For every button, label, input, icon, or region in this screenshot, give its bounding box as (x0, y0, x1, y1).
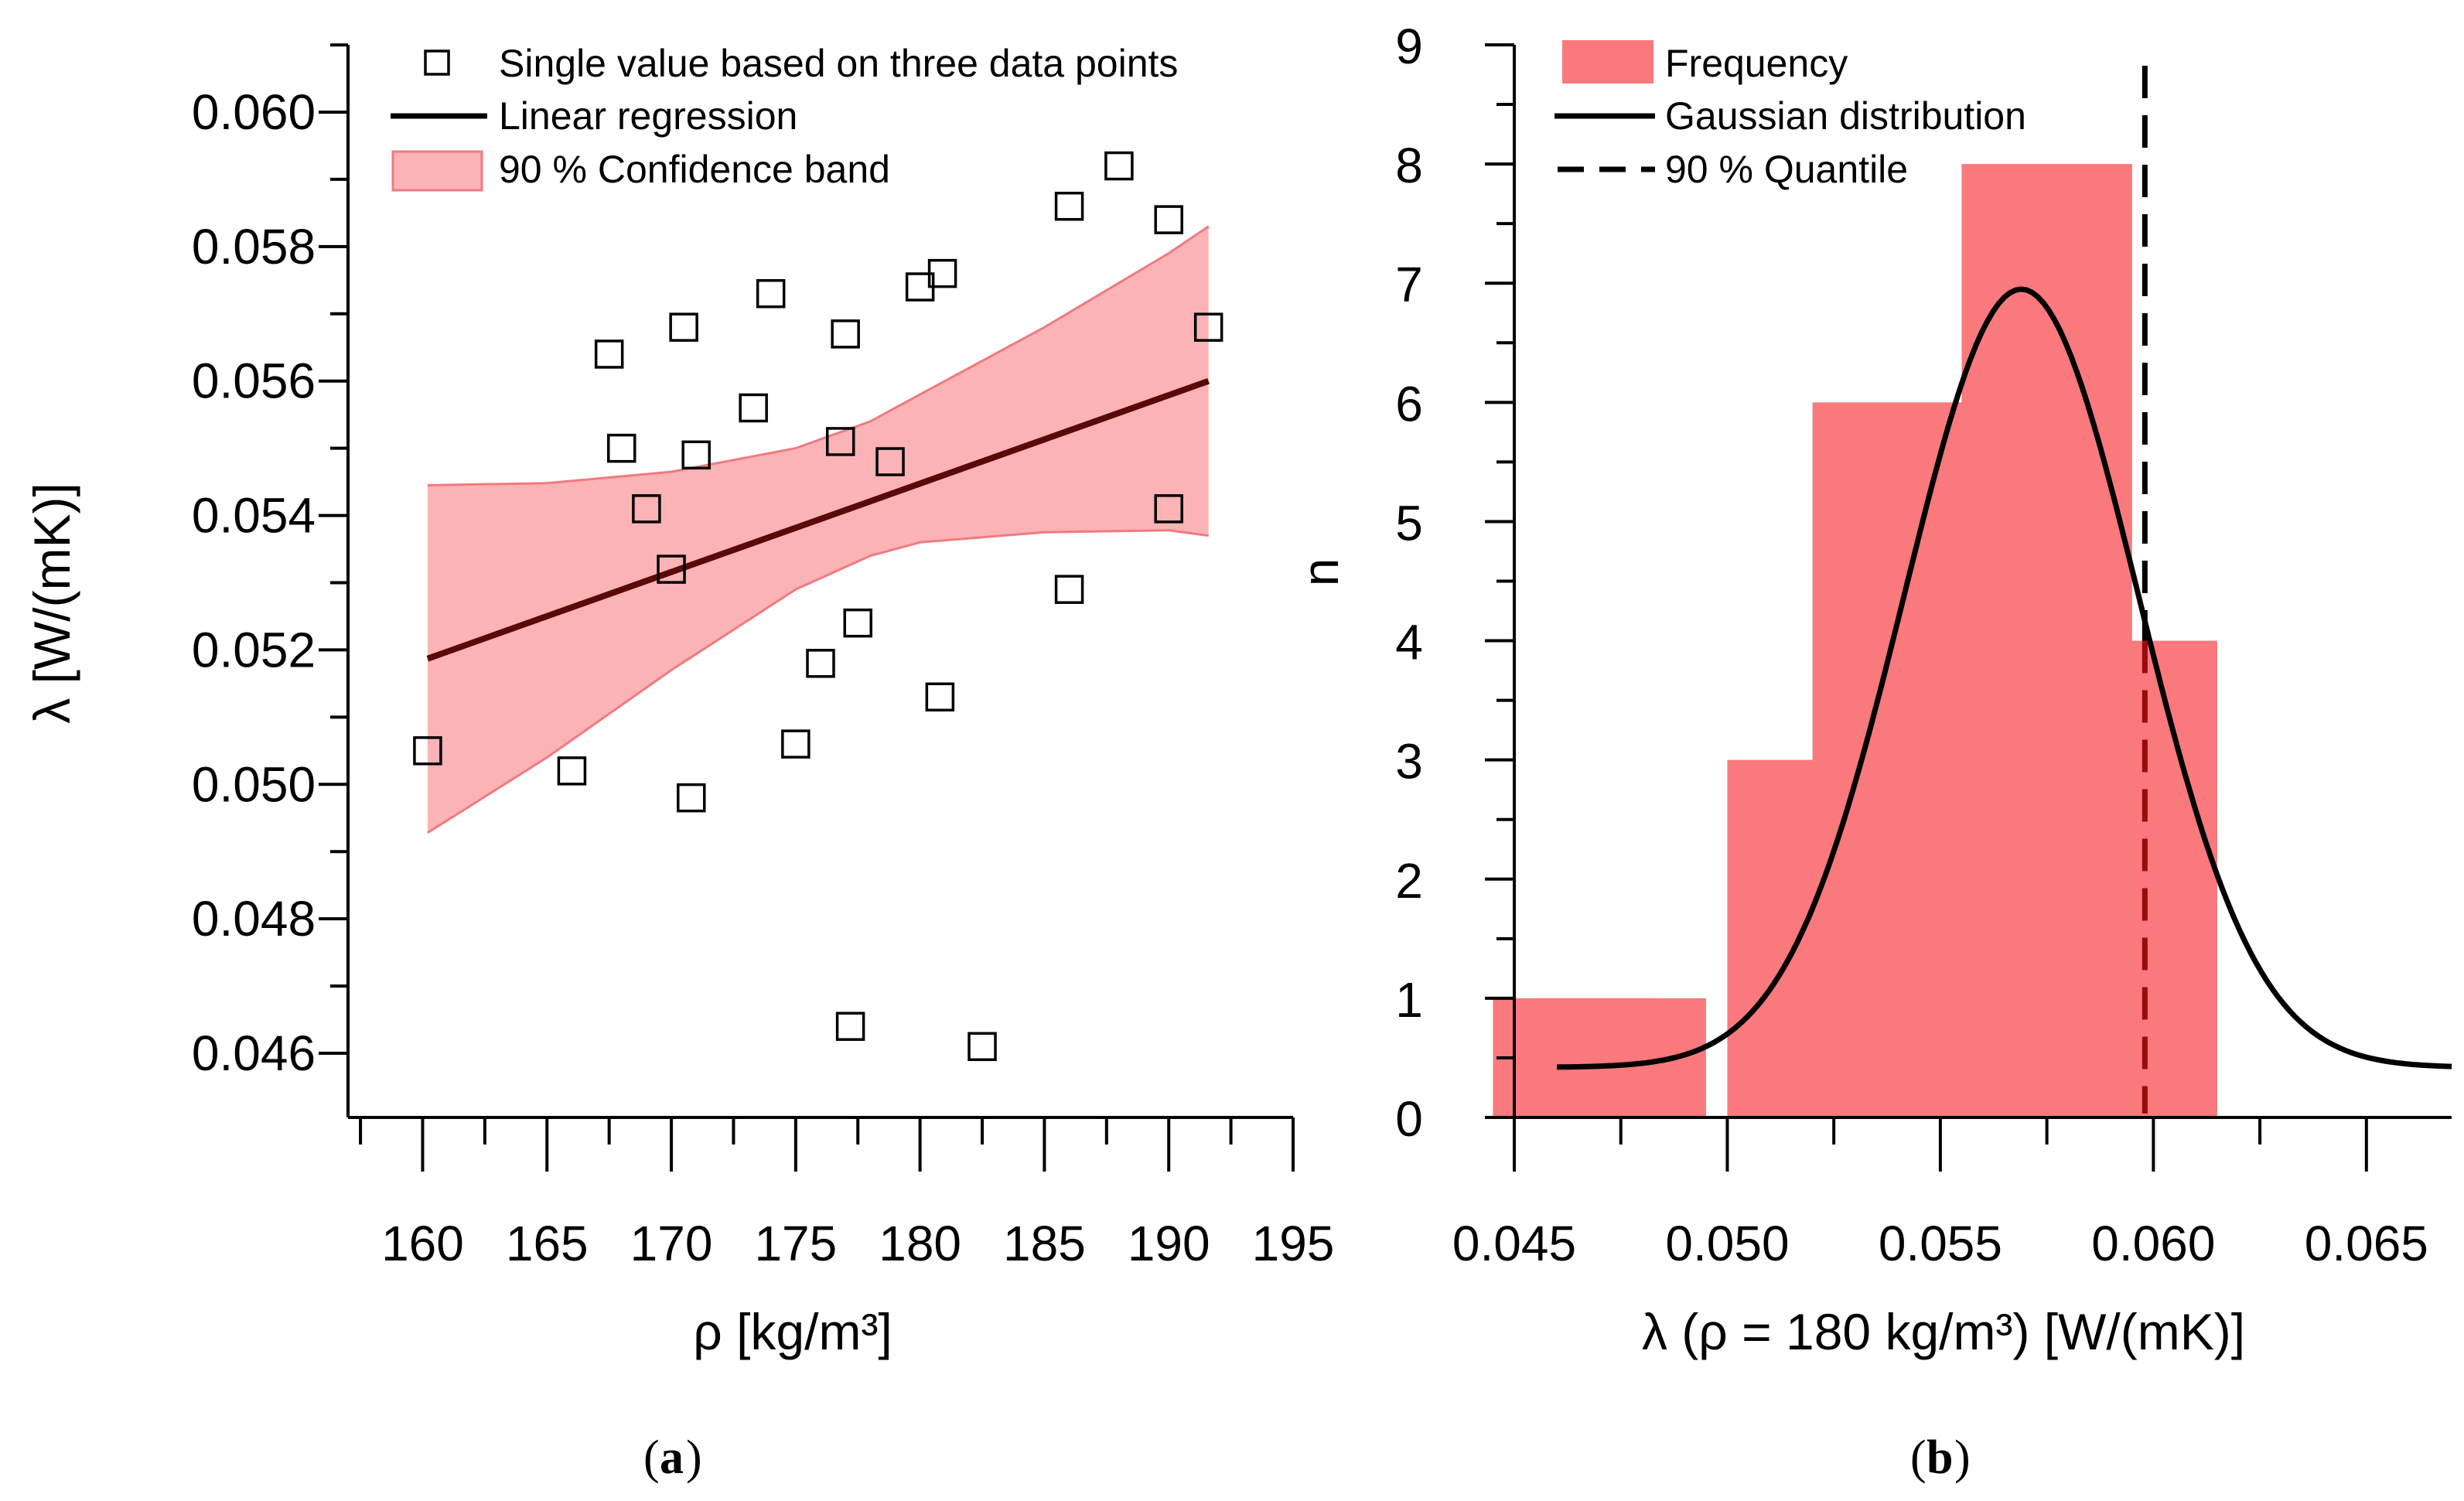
panel-b-y-tick-label: 8 (1395, 138, 1423, 193)
panel-a-x-tick-label: 175 (754, 1216, 837, 1271)
panel-b-y-tick-label: 0 (1395, 1091, 1423, 1147)
panel-a-x-tick-label: 190 (1128, 1216, 1210, 1271)
panel-b-legend: Frequency Gaussian distribution 90 % Qua… (1555, 40, 2026, 191)
scatter-point (606, 433, 636, 463)
panel-a-x-tick-label: 165 (506, 1216, 589, 1271)
panel-b-y-tick-label: 6 (1395, 376, 1423, 432)
scatter-point (557, 756, 587, 786)
panel-b-x-axis-title: λ (ρ = 180 kg/m³) [W/(mK)] (1642, 1303, 2245, 1360)
panel-b-x-tick-label: 0.050 (1665, 1216, 1789, 1271)
scatter-point (1154, 205, 1183, 234)
panel-a-x-tick-label: 160 (381, 1216, 464, 1271)
scatter-point (825, 427, 855, 456)
panel-b-y-tick-label: 4 (1395, 615, 1423, 670)
scatter-point (927, 258, 957, 288)
scatter-point (806, 649, 835, 678)
scatter-point (843, 608, 872, 638)
scatter-point (657, 554, 686, 584)
legend-scatter-marker (424, 49, 450, 76)
panel-a-x-tick-label: 195 (1252, 1216, 1335, 1271)
scatter-point (1104, 151, 1134, 181)
scatter-point (875, 447, 905, 476)
legend-frequency-swatch (1562, 40, 1653, 84)
panel-a-axes: 0.046 0.048 0.050 0.052 0.054 0.056 0.058 0.060… (192, 43, 1335, 1271)
scatter-point (781, 729, 811, 759)
scatter-point (739, 393, 768, 423)
confidence-band-area (427, 226, 1209, 833)
panel-a-label-letter: a (660, 1431, 684, 1484)
confidence-band-layer (427, 225, 1210, 834)
panel-a-caption: ( a ) (643, 1431, 702, 1484)
scatter-point (1154, 494, 1183, 524)
histogram-bars-layer (1493, 164, 2217, 1118)
scatter-point (681, 440, 711, 470)
panel-b-y-tick-label: 5 (1395, 495, 1423, 551)
panel-a-y-tick-label: 0.050 (192, 756, 316, 812)
panel-b-y-tick-label: 9 (1395, 19, 1423, 74)
panel-a-y-tick-label: 0.054 (192, 488, 316, 544)
panel-b-axis-titles: λ (ρ = 180 kg/m³) [W/(mK)] n (1292, 558, 2245, 1360)
panel-a-y-tick-label: 0.058 (192, 219, 316, 275)
panel-a-y-tick-label: 0.048 (192, 891, 316, 947)
scatter-point (831, 319, 860, 349)
panel-b-y-tick-label: 3 (1395, 734, 1423, 790)
confidence-band-upper-edge (427, 225, 1210, 486)
scatter-points-layer (413, 151, 1223, 1062)
scatter-point (1193, 312, 1223, 342)
panel-b-x-tick-label: 0.060 (2091, 1216, 2215, 1271)
panel-a-x-tick-label: 180 (879, 1216, 961, 1271)
panel-a-y-axis-title: λ [W/(mK)] (23, 483, 80, 724)
scatter-point (925, 682, 955, 712)
histogram-bar (2046, 640, 2217, 1117)
panel-a-regression-chart: 0.046 0.048 0.050 0.052 0.054 0.056 0.058 0.060… (23, 42, 1334, 1484)
panel-b-label-open-paren: ( (1910, 1431, 1926, 1484)
panel-b-y-tick-label: 2 (1395, 853, 1423, 909)
regression-line (426, 377, 1210, 662)
panel-a-label-open-paren: ( (643, 1431, 660, 1484)
scatter-point (756, 278, 786, 309)
panel-a-legend: Single value based on three data points … (391, 42, 1178, 192)
panel-b-axes: 0 1 2 3 4 5 6 7 8 9 0.045 0.050 0.055 0.060 0.065 (1395, 19, 2452, 1271)
legend-quantile-label: 90 % Quantile (1665, 148, 1908, 191)
panel-b-label-close-paren: ) (1954, 1431, 1971, 1484)
legend-band-label: 90 % Confidence band (499, 148, 890, 191)
panel-a-y-tick-label: 0.060 (192, 84, 316, 140)
confidence-band-lower-edge (427, 529, 1209, 834)
panel-b-y-tick-label: 1 (1395, 972, 1423, 1028)
regression-line-layer (426, 377, 1210, 662)
scatter-point (594, 339, 624, 369)
legend-regression-label: Linear regression (499, 94, 797, 138)
gaussian-curve-layer (1557, 286, 2452, 1070)
panel-b-caption: ( b ) (1910, 1431, 1971, 1484)
scatter-point (835, 1011, 865, 1041)
gaussian-curve (1557, 286, 2452, 1070)
legend-band-swatch (391, 150, 483, 192)
panel-a-x-tick-label: 170 (630, 1216, 713, 1271)
panel-b-x-tick-label: 0.045 (1452, 1216, 1576, 1271)
legend-scatter-label: Single value based on three data points (499, 42, 1178, 85)
panel-a-x-axis-title: ρ [kg/m³] (693, 1303, 892, 1360)
scatter-point (677, 783, 706, 813)
panel-a-y-tick-label: 0.046 (192, 1025, 316, 1081)
legend-gaussian-label: Gaussian distribution (1665, 94, 2026, 138)
scatter-point (1054, 191, 1084, 221)
panel-a-y-tick-label: 0.052 (192, 622, 316, 677)
scatter-point (1054, 575, 1084, 604)
scatter-point (413, 736, 442, 766)
panel-a-x-tick-label: 185 (1003, 1216, 1086, 1271)
scatter-point (669, 312, 698, 342)
scatter-point (632, 494, 661, 524)
panel-b-x-tick-label: 0.065 (2305, 1216, 2428, 1271)
panel-a-label-close-paren: ) (686, 1431, 702, 1484)
panel-b-label-letter: b (1926, 1431, 1953, 1484)
panel-b-y-tick-label: 7 (1395, 257, 1423, 312)
scatter-point (968, 1032, 997, 1062)
legend-frequency-label: Frequency (1665, 42, 1848, 85)
panel-a-y-tick-label: 0.056 (192, 353, 316, 409)
panel-a-axis-titles: ρ [kg/m³] λ [W/(mK)] (23, 483, 892, 1360)
panel-b-y-axis-title: n (1292, 558, 1349, 587)
panel-b-x-tick-label: 0.055 (1879, 1216, 2002, 1271)
panel-b-histogram-chart: 0 1 2 3 4 5 6 7 8 9 0.045 0.050 0.055 0.060 0.065 Freq… (1292, 19, 2452, 1484)
